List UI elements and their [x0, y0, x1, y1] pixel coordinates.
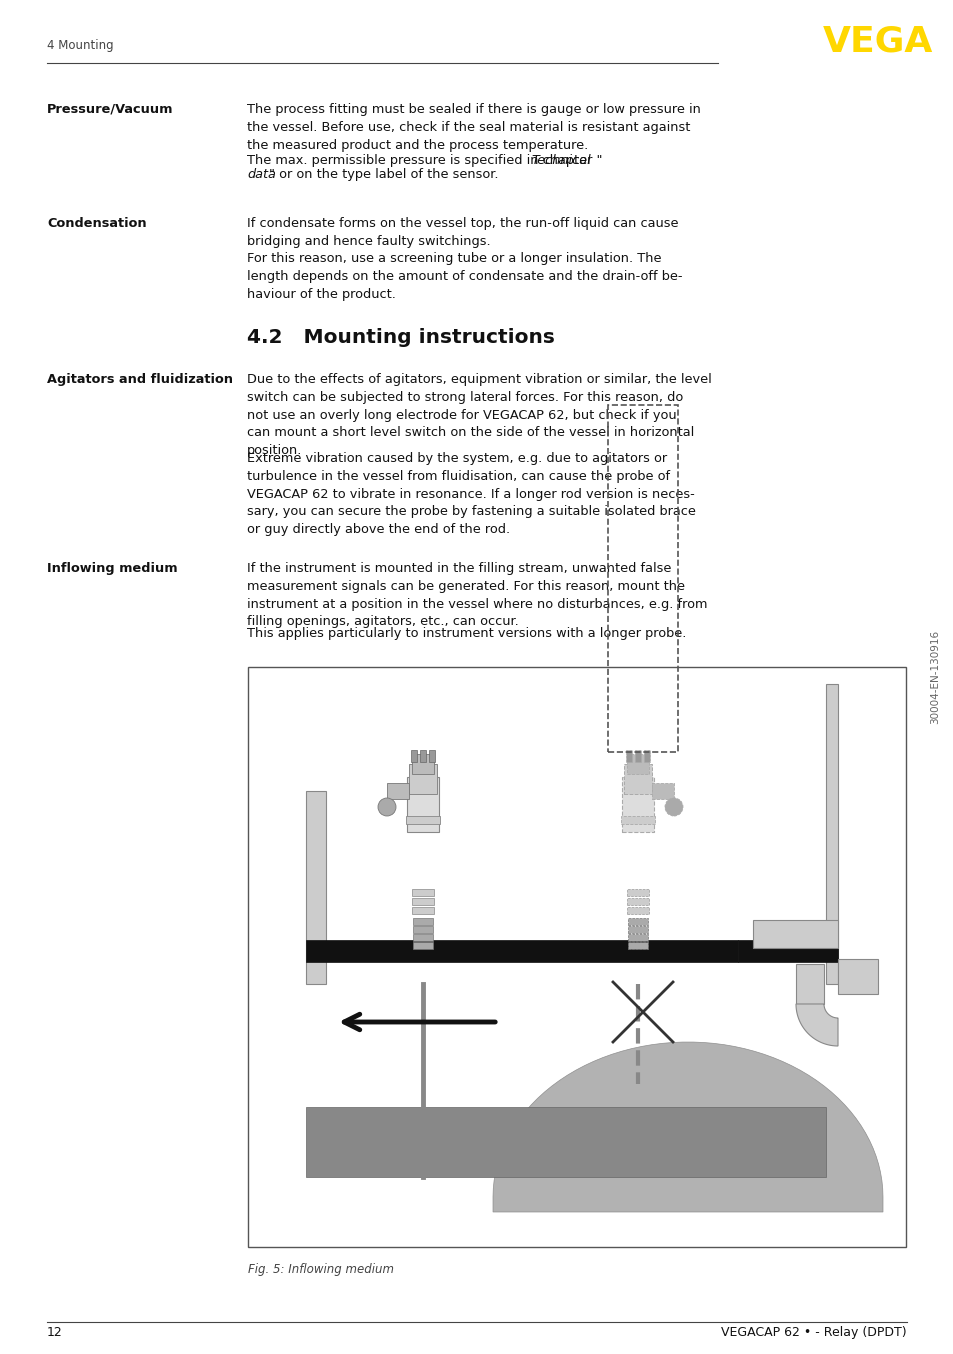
- Text: Pressure/Vacuum: Pressure/Vacuum: [47, 103, 173, 116]
- Bar: [627, 918, 647, 925]
- Bar: [413, 926, 433, 933]
- Bar: [626, 754, 648, 774]
- Bar: [626, 890, 648, 896]
- Bar: [635, 750, 640, 762]
- Bar: [627, 926, 647, 933]
- Bar: [407, 777, 438, 831]
- Text: 4 Mounting: 4 Mounting: [47, 39, 113, 51]
- Bar: [738, 940, 837, 961]
- Bar: [625, 750, 631, 762]
- Bar: [413, 918, 433, 925]
- Text: 30004-EN-130916: 30004-EN-130916: [929, 630, 939, 724]
- Text: The max. permissible pressure is specified in chapter ": The max. permissible pressure is specifi…: [247, 153, 602, 167]
- Bar: [412, 754, 434, 774]
- Text: 4.2   Mounting instructions: 4.2 Mounting instructions: [247, 328, 555, 347]
- Polygon shape: [493, 1043, 882, 1212]
- Text: For this reason, use a screening tube or a longer insulation. The
length depends: For this reason, use a screening tube or…: [247, 252, 681, 301]
- Bar: [626, 907, 648, 914]
- Bar: [795, 964, 823, 1005]
- Text: Extreme vibration caused by the system, e.g. due to agitators or
turbulence in t: Extreme vibration caused by the system, …: [247, 452, 695, 536]
- Bar: [626, 898, 648, 904]
- Bar: [620, 816, 655, 825]
- Text: Due to the effects of agitators, equipment vibration or similar, the level
switc: Due to the effects of agitators, equipme…: [247, 372, 711, 458]
- Text: 12: 12: [47, 1326, 63, 1339]
- Polygon shape: [795, 1005, 837, 1047]
- Bar: [412, 898, 434, 904]
- Bar: [621, 777, 654, 831]
- Bar: [429, 750, 435, 762]
- Bar: [752, 919, 837, 948]
- Bar: [306, 791, 326, 984]
- Text: " or on the type label of the sensor.: " or on the type label of the sensor.: [269, 168, 498, 181]
- Text: data: data: [247, 168, 275, 181]
- Text: Inflowing medium: Inflowing medium: [47, 562, 177, 575]
- Bar: [419, 750, 426, 762]
- Text: VEGACAP 62 • - Relay (DPDT): VEGACAP 62 • - Relay (DPDT): [720, 1326, 906, 1339]
- Bar: [607, 405, 678, 751]
- Circle shape: [377, 798, 395, 816]
- Bar: [837, 959, 877, 994]
- Text: Agitators and fluidization: Agitators and fluidization: [47, 372, 233, 386]
- Bar: [413, 934, 433, 941]
- Bar: [627, 934, 647, 941]
- Bar: [643, 750, 649, 762]
- Text: VEGA: VEGA: [821, 24, 932, 60]
- Bar: [412, 907, 434, 914]
- Text: If condensate forms on the vessel top, the run-off liquid can cause
bridging and: If condensate forms on the vessel top, t…: [247, 217, 678, 248]
- Bar: [411, 750, 416, 762]
- Bar: [651, 783, 673, 799]
- Bar: [412, 890, 434, 896]
- Text: The process fitting must be sealed if there is gauge or low pressure in
the vess: The process fitting must be sealed if th…: [247, 103, 700, 152]
- Bar: [825, 684, 837, 984]
- Bar: [409, 764, 436, 793]
- Bar: [248, 668, 905, 1247]
- Bar: [406, 816, 439, 825]
- Text: Condensation: Condensation: [47, 217, 147, 230]
- Text: Technical: Technical: [532, 153, 591, 167]
- Bar: [627, 942, 647, 949]
- Bar: [387, 783, 409, 799]
- Bar: [413, 942, 433, 949]
- Bar: [623, 764, 651, 793]
- Text: Fig. 5: Inflowing medium: Fig. 5: Inflowing medium: [248, 1263, 394, 1275]
- Bar: [306, 1108, 825, 1177]
- Bar: [306, 940, 738, 961]
- Circle shape: [664, 798, 682, 816]
- Text: If the instrument is mounted in the filling stream, unwanted false
measurement s: If the instrument is mounted in the fill…: [247, 562, 707, 628]
- Text: This applies particularly to instrument versions with a longer probe.: This applies particularly to instrument …: [247, 627, 685, 640]
